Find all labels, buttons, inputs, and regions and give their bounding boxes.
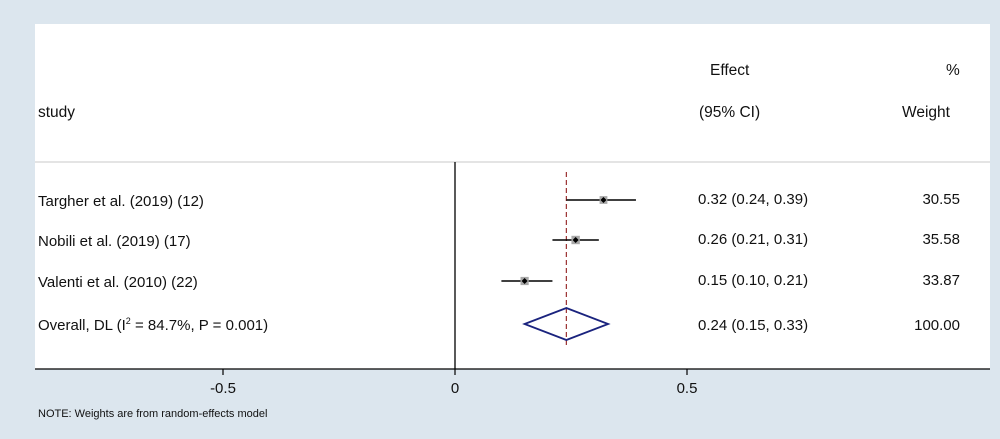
study-label: Targher et al. (2019) (12)	[38, 193, 204, 210]
study-point-estimate	[521, 278, 528, 284]
overall-diamond	[522, 307, 611, 341]
chart-marks	[454, 162, 636, 369]
x-tick-label: -0.5	[210, 380, 236, 397]
x-axis: -0.5 0 0.5	[35, 368, 990, 397]
overall-weight: 100.00	[914, 317, 960, 334]
header-percent: %	[946, 62, 960, 79]
study-weight: 33.87	[922, 272, 960, 289]
plot-panel	[35, 24, 990, 369]
overall-effect-ci: 0.24 (0.15, 0.33)	[698, 317, 808, 334]
study-label: Nobili et al. (2019) (17)	[38, 233, 191, 250]
study-label: Valenti et al. (2010) (22)	[38, 274, 198, 291]
note-text: NOTE: Weights are from random-effects mo…	[38, 408, 267, 420]
header-effect: Effect	[710, 62, 750, 79]
study-point-estimate	[572, 237, 579, 243]
x-tick-label: 0.5	[677, 380, 698, 397]
study-effect-ci: 0.26 (0.21, 0.31)	[698, 231, 808, 248]
study-weight: 35.58	[922, 231, 960, 248]
study-rows: Targher et al. (2019) (12) 0.32 (0.24, 0.…	[38, 191, 960, 334]
study-effect-ci: 0.32 (0.24, 0.39)	[698, 191, 808, 208]
header-ci: (95% CI)	[699, 104, 760, 121]
study-effect-ci: 0.15 (0.10, 0.21)	[698, 272, 808, 289]
header-weight: Weight	[902, 104, 951, 121]
header-study: study	[38, 104, 75, 121]
overall-label: Overall, DL (I2 = 84.7%, P = 0.001)	[38, 316, 268, 334]
study-point-estimate	[600, 197, 607, 203]
x-tick-label: 0	[451, 380, 459, 397]
study-weight: 30.55	[922, 191, 960, 208]
